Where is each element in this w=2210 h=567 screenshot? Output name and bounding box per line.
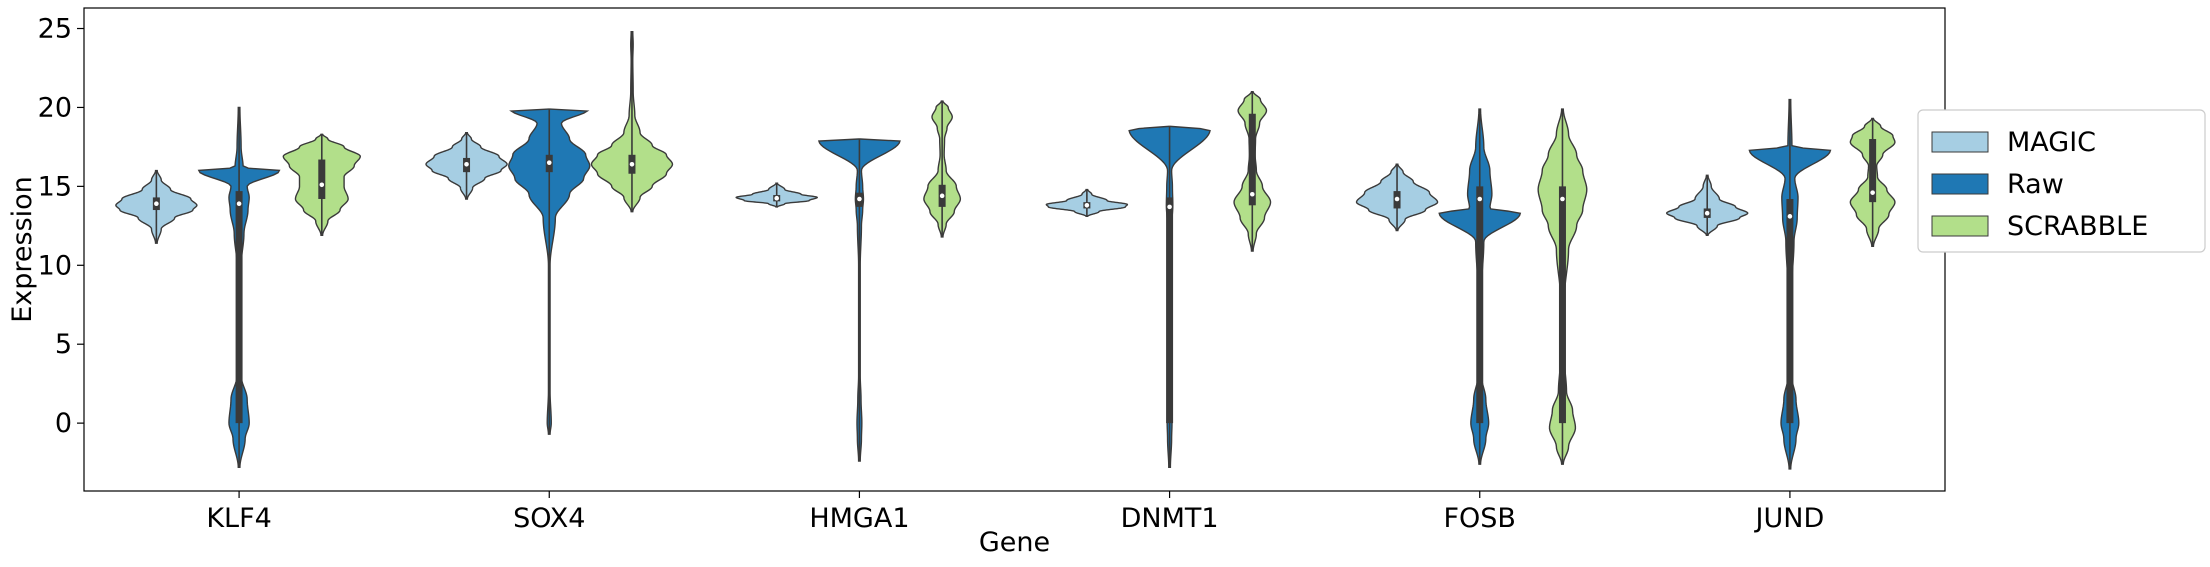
legend-label-magic: MAGIC <box>2007 127 2096 158</box>
axes: 0 5 10 15 20 25 KLF4 SOX4 HMGA1 DNMT1 FOSB JUND Gene… <box>7 7 1946 558</box>
median-magic-hmga1 <box>774 195 780 201</box>
series-magic <box>115 132 1749 244</box>
median-scrabble-klf4 <box>319 182 325 188</box>
legend-label-scrabble: SCRABBLE <box>2007 211 2148 242</box>
y-tick-label: 20 <box>38 92 72 123</box>
median-magic-fosb <box>1394 196 1400 202</box>
median-scrabble-hmga1 <box>939 193 945 199</box>
y-tick-label: 0 <box>55 408 72 439</box>
x-tick-label-klf4: KLF4 <box>206 503 271 534</box>
median-magic-jund <box>1704 210 1710 216</box>
legend-label-raw: Raw <box>2007 169 2064 200</box>
median-scrabble-dnmt1 <box>1249 191 1255 197</box>
legend: MAGIC Raw SCRABBLE <box>1917 109 2206 253</box>
iqr-box-raw-jund <box>1786 198 1794 424</box>
x-tick-label-hmga1: HMGA1 <box>809 503 909 534</box>
median-raw-jund <box>1787 214 1793 219</box>
x-axis-label: Gene <box>979 527 1050 558</box>
median-raw-hmga1 <box>857 196 862 202</box>
median-raw-klf4 <box>236 201 242 207</box>
plot-area <box>115 30 1896 470</box>
legend-swatch-raw <box>1931 173 1989 195</box>
median-magic-dnmt1 <box>1084 203 1090 208</box>
y-tick-label: 5 <box>55 329 72 360</box>
legend-box <box>1917 109 2206 253</box>
y-tick-label: 15 <box>38 171 72 202</box>
x-tick-label-sox4: SOX4 <box>513 503 585 534</box>
plot-frame <box>83 7 1946 492</box>
y-tick-label: 25 <box>38 14 72 45</box>
y-axis-label: Expression <box>7 176 38 323</box>
median-scrabble-jund <box>1870 190 1875 195</box>
median-magic-sox4 <box>464 161 469 167</box>
iqr-box-raw-dnmt1 <box>1166 197 1174 424</box>
legend-swatch-magic <box>1931 131 1989 153</box>
x-tick-label-dnmt1: DNMT1 <box>1121 503 1219 534</box>
x-tick-label-jund: JUND <box>1754 503 1825 534</box>
median-raw-fosb <box>1477 196 1483 202</box>
median-scrabble-fosb <box>1560 196 1565 202</box>
series-scrabble <box>282 30 1896 465</box>
iqr-box-raw-fosb <box>1476 186 1484 424</box>
iqr-box-scrabble-klf4 <box>318 159 326 199</box>
y-tick-label: 10 <box>38 250 72 281</box>
median-raw-sox4 <box>546 160 552 165</box>
iqr-box-scrabble-dnmt1 <box>1248 113 1256 206</box>
median-raw-dnmt1 <box>1167 204 1172 210</box>
iqr-box-scrabble-jund <box>1869 139 1877 203</box>
x-tick-label-fosb: FOSB <box>1444 503 1516 534</box>
iqr-box-raw-klf4 <box>235 191 243 424</box>
median-magic-klf4 <box>154 201 159 207</box>
iqr-box-scrabble-fosb <box>1558 186 1566 424</box>
series-raw <box>197 98 1832 470</box>
median-scrabble-sox4 <box>629 161 635 167</box>
legend-swatch-scrabble <box>1931 215 1989 237</box>
